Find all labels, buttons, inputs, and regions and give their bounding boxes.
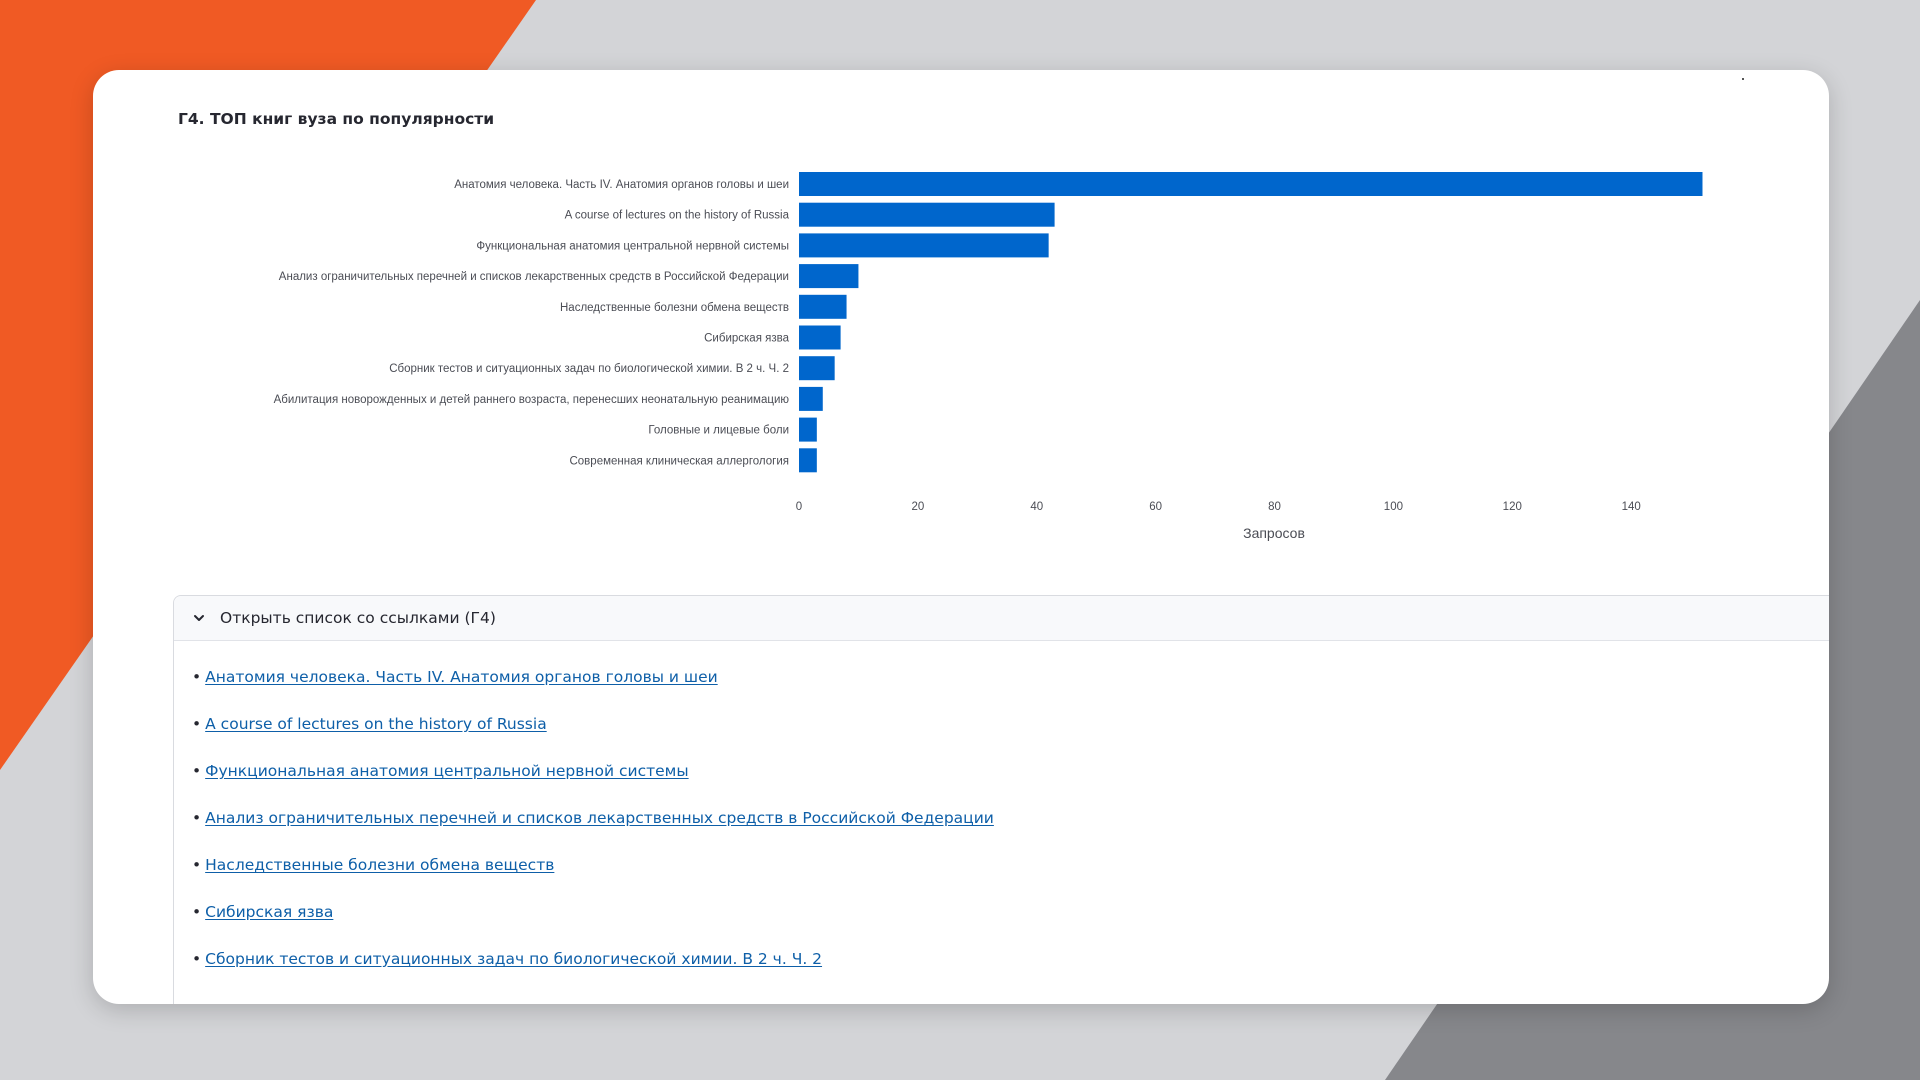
chart-bar [799, 294, 847, 319]
y-tick-label: Наследственные болезни обмена веществ [560, 302, 789, 314]
x-tick-label: 40 [1030, 501, 1043, 513]
bullet: • [192, 762, 202, 780]
chart-bar [799, 264, 859, 289]
bullet: • [192, 950, 202, 968]
x-axis-label: Запросов [1243, 525, 1305, 541]
links-expander: Открыть список со ссылками (Г4) • Анатоми… [173, 595, 1829, 1004]
y-tick-label: Сибирская язва [704, 333, 789, 345]
x-tick-label: 60 [1149, 501, 1162, 513]
expander-label: Открыть список со ссылками (Г4) [220, 609, 496, 627]
list-item: • Наследственные болезни обмена веществ [192, 856, 554, 874]
y-tick-label: Головные и лицевые боли [648, 425, 789, 437]
bullet: • [192, 856, 202, 874]
x-tick-label: 100 [1384, 501, 1403, 513]
book-link[interactable]: Наследственные болезни обмена веществ [205, 856, 555, 874]
x-tick-label: 20 [911, 501, 924, 513]
chart-bar [799, 325, 841, 350]
y-tick-label: Современная клиническая аллергология [569, 455, 789, 467]
book-link[interactable]: Сибирская язва [205, 903, 334, 921]
book-link[interactable]: Анатомия человека. Часть IV. Анатомия ор… [205, 668, 718, 686]
y-tick-label: Анализ ограничительных перечней и списко… [279, 271, 789, 283]
dashboard-card: Г4. ТОП книг вуза по популярности Анатом… [93, 70, 1829, 1004]
y-tick-label: Сборник тестов и ситуационных задач по б… [389, 363, 789, 375]
list-item: • A course of lectures on the history of … [192, 715, 547, 733]
list-item: • Сборник тестов и ситуационных задач по … [192, 950, 822, 968]
y-tick-label: A course of lectures on the history of R… [565, 210, 790, 222]
bullet: • [192, 903, 202, 921]
chart-bar [799, 202, 1055, 227]
chevron-down-icon [194, 615, 204, 621]
book-link[interactable]: Анализ ограничительных перечней и списко… [205, 809, 994, 827]
chart-bar [799, 356, 835, 381]
bullet: • [192, 715, 202, 733]
bullet: • [192, 668, 202, 686]
list-item: • Сибирская язва [192, 903, 333, 921]
chart-bar [799, 172, 1703, 196]
chart-bar [799, 448, 817, 473]
x-tick-label: 80 [1268, 501, 1281, 513]
list-item: • Функциональная анатомия центральной нер… [192, 762, 689, 780]
book-link[interactable]: Сборник тестов и ситуационных задач по б… [205, 950, 823, 968]
y-tick-label: Анатомия человека. Часть IV. Анатомия ор… [454, 179, 789, 191]
expander-header[interactable]: Открыть список со ссылками (Г4) [174, 596, 1829, 641]
menu-dot-icon [1742, 78, 1744, 80]
chart-bar [799, 233, 1049, 258]
chart-title: Г4. ТОП книг вуза по популярности [178, 110, 495, 128]
list-item: • Анатомия человека. Часть IV. Анатомия о… [192, 668, 718, 686]
bullet: • [192, 809, 202, 827]
x-tick-label: 120 [1503, 501, 1522, 513]
chart-bar [799, 386, 823, 411]
bar-chart: Анатомия человека. Часть IV. Анатомия ор… [274, 172, 1703, 541]
x-tick-label: 140 [1622, 501, 1641, 513]
y-tick-label: Абилитация новорожденных и детей раннего… [274, 394, 790, 406]
chart-bar [799, 417, 817, 442]
book-link[interactable]: A course of lectures on the history of R… [205, 715, 547, 733]
book-link[interactable]: Функциональная анатомия центральной нерв… [205, 762, 689, 780]
x-tick-label: 0 [796, 501, 802, 513]
y-tick-label: Функциональная анатомия центральной нерв… [476, 240, 789, 252]
list-item: • Анализ ограничительных перечней и списк… [192, 809, 994, 827]
